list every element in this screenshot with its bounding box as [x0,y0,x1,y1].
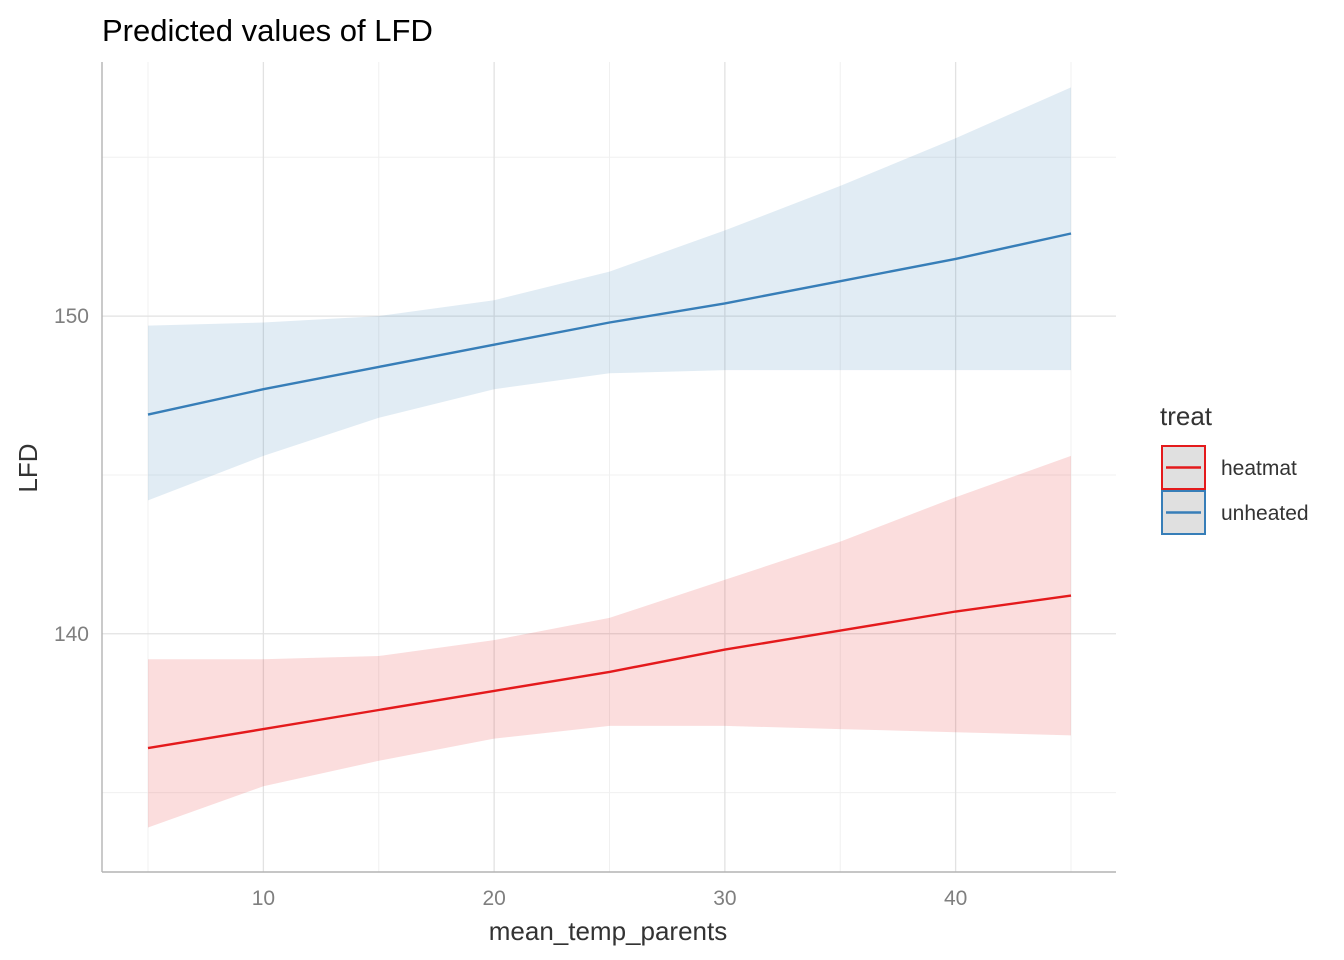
legend: heatmat unheated [1161,445,1309,535]
line-heatmat [147,594,1072,750]
line-unheated [147,232,1072,416]
series-lines [147,232,1072,750]
x-tick-label: 10 [252,887,275,910]
y-axis-title: LFD [13,443,43,492]
legend-label-unheated: unheated [1221,502,1309,525]
axes [101,62,1116,873]
major-gridlines [102,62,1116,872]
legend-label-heatmat: heatmat [1221,457,1297,480]
y-tick-label: 150 [54,305,89,328]
ribbon-unheated [148,87,1071,501]
y-tick-label: 140 [54,623,89,646]
confidence-ribbons [148,87,1071,828]
x-axis-title: mean_temp_parents [489,916,727,946]
legend-item-unheated: unheated [1161,490,1309,535]
legend-item-heatmat: heatmat [1161,445,1297,490]
ribbon-heatmat [148,455,1071,828]
x-tick-label: 40 [944,887,967,910]
x-tick-label: 30 [713,887,736,910]
minor-gridlines [102,62,1116,872]
tick-labels: 10 20 30 40 140 150 [54,305,967,910]
chart-title: Predicted values of LFD [102,13,433,48]
legend-title: treat [1160,401,1213,431]
x-tick-label: 20 [482,887,505,910]
